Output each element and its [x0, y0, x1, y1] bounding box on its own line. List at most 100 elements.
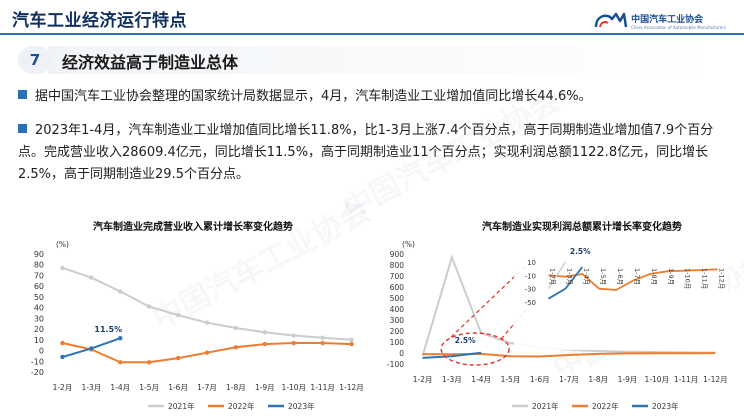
y-tick-label: 400 [390, 305, 405, 314]
data-point [89, 275, 94, 280]
bullet-icon [18, 90, 27, 99]
data-point [204, 320, 210, 325]
x-tick-label: 1-12月 [703, 375, 728, 384]
inset-x-tick-label: 1-11月 [701, 268, 709, 289]
y-tick-label: 200 [390, 327, 405, 336]
inset-series-line-2023年 [548, 266, 584, 300]
y-tick-label: 0 [399, 349, 404, 358]
y-tick-label: 50 [34, 293, 44, 302]
inset-x-tick-label: 1-4月 [582, 268, 590, 285]
x-tick-label: 1-12月 [339, 383, 364, 392]
inset-series-line-2021年 [547, 261, 566, 290]
inset-x-tick-label: 1-5月 [599, 268, 607, 285]
inset-x-tick-label: 1-9月 [667, 268, 675, 285]
y-axis-unit: (%) [402, 240, 415, 249]
x-tick-label: 1-3月 [442, 375, 462, 384]
caam-logo-icon [594, 12, 628, 28]
x-tick-label: 1-2月 [413, 375, 433, 384]
data-point [89, 346, 94, 351]
data-point [320, 335, 325, 340]
page-title: 汽车工业经济运行特点 [12, 11, 187, 31]
paragraph-2-text: 2023年1-4月，汽车制造业工业增加值同比增长11.8%，比1-3月上涨7.4… [18, 123, 714, 182]
data-point [320, 340, 325, 346]
x-tick-label: 1-3月 [81, 383, 101, 392]
header-rule [0, 33, 744, 35]
y-tick-label: 10 [34, 336, 44, 345]
data-point [60, 354, 65, 360]
data-point [349, 341, 354, 347]
data-point [118, 336, 123, 341]
y-tick-label: 500 [390, 294, 405, 303]
data-point [175, 312, 181, 318]
annotation-label: 11.5% [94, 325, 122, 334]
x-tick-label: 1-8月 [588, 375, 608, 384]
x-tick-label: 1-4月 [110, 383, 130, 392]
inset-x-tick-label: 1-12月 [718, 268, 726, 289]
x-tick-label: 1-4月 [471, 375, 491, 384]
data-point [233, 345, 239, 350]
logo-text-cn: 中国汽车工业协会 [631, 15, 704, 25]
chart-title: 汽车制造业实现利润总额累计增长率变化趋势 [482, 220, 682, 233]
y-tick-label: -100 [387, 360, 404, 369]
chart-title: 汽车制造业完成营业收入累计增长率变化趋势 [93, 220, 293, 233]
data-point [349, 337, 354, 343]
x-tick-label: 1-5月 [139, 383, 159, 392]
y-tick-label: 600 [390, 283, 405, 292]
x-tick-label: 1-6月 [530, 375, 550, 384]
y-tick-label: 300 [390, 316, 405, 325]
y-tick-label: -10 [31, 357, 44, 366]
legend-label: 2022年 [592, 401, 619, 411]
y-tick-label: 700 [390, 272, 405, 281]
data-point [146, 360, 152, 365]
y-axis-unit: (%) [56, 240, 69, 249]
y-tick-label: 100 [390, 338, 405, 347]
data-point [118, 289, 123, 294]
data-point [262, 330, 268, 335]
x-tick-label: 1-8月 [226, 383, 246, 392]
x-tick-label: 1-5月 [501, 375, 521, 384]
section-number: 7 [18, 46, 52, 74]
y-tick-label: -30 [525, 286, 536, 294]
inset-annotation-label: 2.5% [570, 247, 591, 256]
inset-x-tick-label: 1-8月 [650, 268, 658, 285]
section-heading: 7 经济效益高于制造业总体 [18, 46, 722, 76]
y-tick-label: 30 [34, 314, 44, 323]
y-tick-label: 0 [39, 347, 44, 356]
profit-growth-chart: 汽车制造业实现利润总额累计增长率变化趋势 (%)900 800 700 600 500 40… [387, 220, 728, 411]
data-point [291, 340, 296, 346]
logo-text-en: China Association of Automobile Manufact… [631, 25, 726, 30]
x-tick-label: 1-6月 [168, 383, 188, 392]
series-line-2023年 [422, 351, 482, 359]
y-tick-label: -10 [525, 272, 536, 280]
y-tick-label: 80 [34, 261, 44, 270]
legend-label: 2023年 [288, 401, 315, 411]
data-point [60, 340, 65, 346]
paragraph-1-text: 据中国汽车工业协会整理的国家统计局数据显示，4月，汽车制造业工业增加值同比增长4… [35, 89, 592, 104]
data-point [262, 341, 268, 347]
x-tick-label: 1-11月 [674, 375, 699, 384]
x-tick-label: 1-7月 [559, 375, 579, 384]
x-tick-label: 1-11月 [310, 383, 335, 392]
y-tick-label: -20 [31, 368, 44, 377]
data-point [175, 355, 181, 361]
data-point [204, 350, 210, 355]
header: 汽车工业经济运行特点 中国汽车工业协会 China Association of… [0, 0, 744, 40]
data-point [60, 265, 65, 271]
data-point [146, 304, 152, 309]
y-tick-label: 900 [390, 250, 405, 259]
paragraph-2: 2023年1-4月，汽车制造业工业增加值同比增长11.8%，比1-3月上涨7.4… [18, 120, 724, 186]
connector-line [450, 255, 537, 338]
inset-x-tick-label: 1-10月 [684, 268, 692, 289]
y-tick-label: 40 [34, 304, 44, 313]
x-tick-label: 1-9月 [255, 383, 275, 392]
data-point [118, 360, 123, 365]
inset-background [514, 256, 728, 350]
y-tick-label: 60 [34, 282, 44, 291]
y-tick-label: 800 [390, 261, 405, 270]
highlight-ellipse [440, 332, 510, 366]
inset-x-tick-label: 1-6月 [616, 268, 624, 285]
inset-x-tick-label: 1-7月 [633, 268, 641, 285]
x-tick-label: 1-10月 [281, 383, 306, 392]
section-title: 经济效益高于制造业总体 [62, 53, 239, 72]
revenue-growth-chart: 汽车制造业完成营业收入累计增长率变化趋势(%)90807060504030201… [31, 220, 364, 411]
